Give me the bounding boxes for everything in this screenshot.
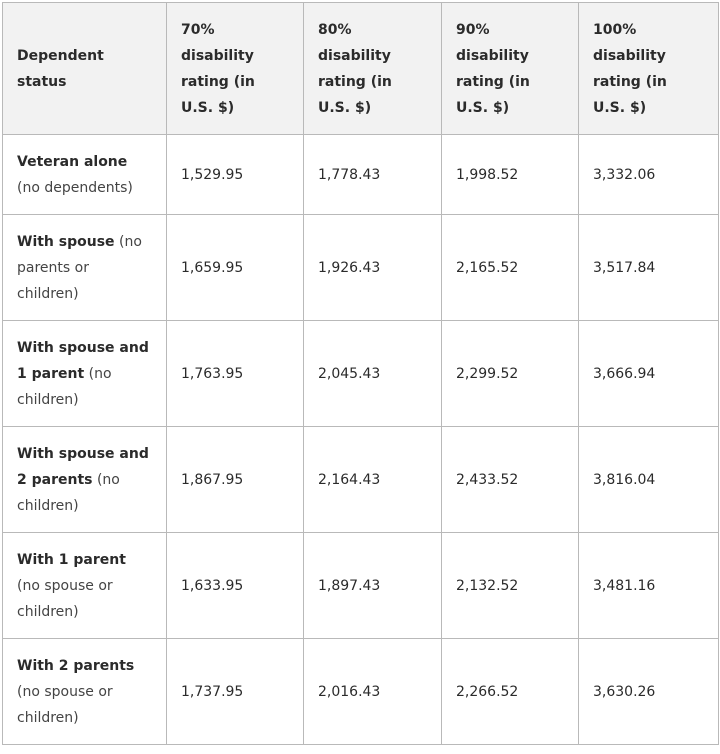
table-row: With 2 parents (no spouse or children) 1,… — [2, 638, 719, 745]
amount-cell: 3,630.26 — [578, 638, 719, 745]
amount-cell: 2,165.52 — [441, 214, 579, 321]
row-label-bold: With 1 parent — [17, 551, 126, 568]
row-label-cell: With spouse and 2 parents (no children) — [2, 426, 167, 533]
amount-cell: 2,045.43 — [303, 320, 442, 427]
row-label-cell: With spouse (no parents or children) — [2, 214, 167, 321]
row-label-bold: With spouse and 2 parents — [17, 445, 149, 488]
row-label-note: (no dependents) — [17, 179, 133, 196]
amount-cell: 2,299.52 — [441, 320, 579, 427]
table-row: Veteran alone (no dependents) 1,529.95 1,7… — [2, 134, 719, 215]
header-cell: Dependent status — [2, 2, 167, 135]
amount-cell: 1,633.95 — [166, 532, 304, 639]
amount-cell: 2,132.52 — [441, 532, 579, 639]
amount-cell: 3,666.94 — [578, 320, 719, 427]
amount-cell: 2,433.52 — [441, 426, 579, 533]
amount-cell: 2,164.43 — [303, 426, 442, 533]
amount-cell: 2,016.43 — [303, 638, 442, 745]
header-cell: 90% disability rating (in U.S. $) — [441, 2, 579, 135]
amount-cell: 1,778.43 — [303, 134, 442, 215]
row-label-bold: Veteran alone — [17, 153, 128, 170]
row-label-note: (no parents or children) — [17, 233, 142, 302]
table-row: With 1 parent (no spouse or children) 1,6… — [2, 532, 719, 639]
amount-cell: 3,517.84 — [578, 214, 719, 321]
amount-cell: 1,926.43 — [303, 214, 442, 321]
row-label: With spouse (no parents or children) — [17, 229, 149, 307]
header-row: Dependent status 70% disability rating (i… — [2, 2, 719, 135]
header-cell: 80% disability rating (in U.S. $) — [303, 2, 442, 135]
row-label-bold: With 2 parents — [17, 657, 135, 674]
amount-cell: 2,266.52 — [441, 638, 579, 745]
amount-cell: 3,816.04 — [578, 426, 719, 533]
amount-cell: 3,481.16 — [578, 532, 719, 639]
header-text: 80% disability rating (in U.S. $) — [318, 21, 392, 116]
amount-cell: 1,763.95 — [166, 320, 304, 427]
row-label-bold: With spouse — [17, 233, 115, 250]
header-cell: 100% disability rating (in U.S. $) — [578, 2, 719, 135]
amount-cell: 1,867.95 — [166, 426, 304, 533]
row-label-note: (no children) — [17, 471, 120, 514]
table-body: Veteran alone (no dependents) 1,529.95 1,7… — [2, 134, 719, 745]
row-label-cell: With spouse and 1 parent (no children) — [2, 320, 167, 427]
row-label-bold: With spouse and 1 parent — [17, 339, 149, 382]
amount-cell: 1,659.95 — [166, 214, 304, 321]
row-label: With spouse and 1 parent (no children) — [17, 335, 149, 413]
row-label: With 1 parent (no spouse or children) — [17, 547, 149, 625]
row-label-cell: With 2 parents (no spouse or children) — [2, 638, 167, 745]
header-text: Dependent status — [17, 47, 104, 90]
row-label-note: (no children) — [17, 365, 112, 408]
amount-cell: 1,529.95 — [166, 134, 304, 215]
table-row: With spouse and 2 parents (no children) 1… — [2, 426, 719, 533]
header-cell: 70% disability rating (in U.S. $) — [166, 2, 304, 135]
table-row: With spouse and 1 parent (no children) 1,… — [2, 320, 719, 427]
amount-cell: 3,332.06 — [578, 134, 719, 215]
row-label-note: (no spouse or children) — [17, 683, 113, 726]
amount-cell: 1,737.95 — [166, 638, 304, 745]
row-label-note: (no spouse or children) — [17, 577, 113, 620]
row-label-cell: With 1 parent (no spouse or children) — [2, 532, 167, 639]
amount-cell: 1,998.52 — [441, 134, 579, 215]
header-text: 70% disability rating (in U.S. $) — [181, 21, 255, 116]
row-label: With 2 parents (no spouse or children) — [17, 653, 149, 731]
table-row: With spouse (no parents or children) 1,65… — [2, 214, 719, 321]
row-label-cell: Veteran alone (no dependents) — [2, 134, 167, 215]
header-text: 90% disability rating (in U.S. $) — [456, 21, 530, 116]
amount-cell: 1,897.43 — [303, 532, 442, 639]
row-label: With spouse and 2 parents (no children) — [17, 441, 149, 519]
row-label: Veteran alone (no dependents) — [17, 149, 149, 201]
header-text: 100% disability rating (in U.S. $) — [593, 21, 667, 116]
